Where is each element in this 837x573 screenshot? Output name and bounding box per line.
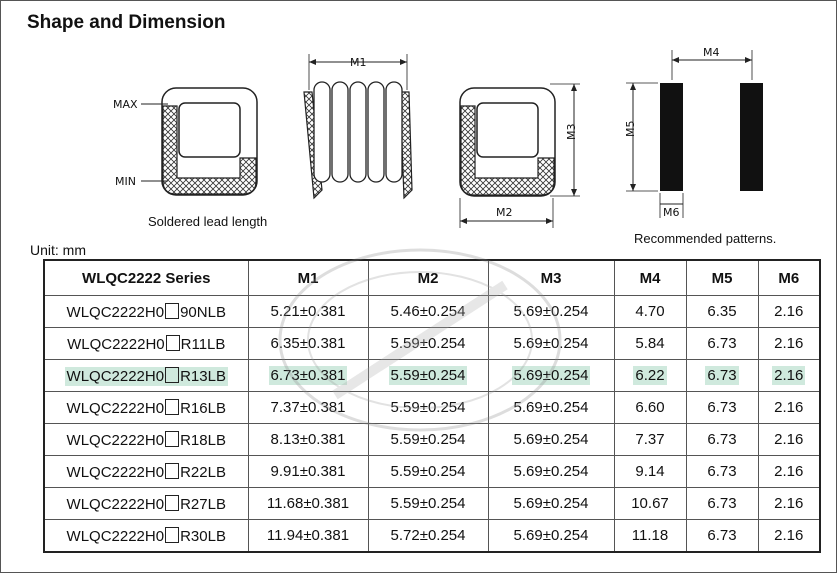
m6-label: M6 <box>663 206 680 219</box>
page-title: Shape and Dimension <box>27 12 226 33</box>
cell-m6: 2.16 <box>757 327 821 360</box>
cell-m1: 7.37±0.381 <box>247 391 369 424</box>
coil-front-view: M3 M2 <box>459 83 580 228</box>
dimension-table: WLQC2222 Series M1 M2 M3 M4 M5 M6 WLQC22… <box>43 259 821 553</box>
header-m3: M3 <box>487 259 615 296</box>
cell-m1: 8.13±0.381 <box>247 423 369 456</box>
cell-m2: 5.59±0.254 <box>367 423 489 456</box>
placeholder-box-icon <box>165 430 180 447</box>
table-row: WLQC2222H0 90NLB 5.21±0.381 5.46±0.254 5.69±… <box>43 295 821 328</box>
cell-m3: 5.69±0.254 <box>487 519 615 553</box>
cell-m4: 4.70 <box>613 295 687 328</box>
cell-m2: 5.59±0.254 <box>367 391 489 424</box>
lead-length-caption: Soldered lead length <box>148 214 268 229</box>
cell-m4: 11.18 <box>613 519 687 553</box>
cell-m1: 6.35±0.381 <box>247 327 369 360</box>
table-row: WLQC2222H0 R13LB 6.73±0.381 5.59±0.254 5.69±… <box>43 359 821 392</box>
table-row: WLQC2222H0 R27LB 11.68±0.381 5.59±0.254 5.69… <box>43 487 821 520</box>
cell-m2: 5.72±0.254 <box>367 519 489 553</box>
cell-m2: 5.59±0.254 <box>367 327 489 360</box>
cell-m4: 6.22 <box>613 359 687 392</box>
cell-m6: 2.16 <box>757 295 821 328</box>
lead-length-diagram: MAX MIN <box>113 87 258 196</box>
header-m5: M5 <box>685 259 759 296</box>
cell-m4: 9.14 <box>613 455 687 488</box>
cell-m3: 5.69±0.254 <box>487 327 615 360</box>
part-number-cell: WLQC2222H0 R11LB <box>43 327 249 360</box>
cell-m4: 7.37 <box>613 423 687 456</box>
cell-m2: 5.59±0.254 <box>367 359 489 392</box>
cell-m4: 6.60 <box>613 391 687 424</box>
placeholder-box-icon <box>165 526 180 543</box>
cell-m5: 6.73 <box>685 487 759 520</box>
placeholder-box-icon <box>165 462 180 479</box>
cell-m5: 6.35 <box>685 295 759 328</box>
part-number-cell: WLQC2222H0 R13LB <box>43 359 249 392</box>
max-label: MAX <box>113 98 138 111</box>
placeholder-box-icon <box>165 494 180 511</box>
pattern-caption: Recommended patterns. <box>634 231 777 246</box>
cell-m3: 5.69±0.254 <box>487 487 615 520</box>
cell-m5: 6.73 <box>685 359 759 392</box>
table-row: WLQC2222H0 R30LB 11.94±0.381 5.72±0.254 5.69… <box>43 519 821 553</box>
cell-m5: 6.73 <box>685 423 759 456</box>
m3-label: M3 <box>565 124 578 141</box>
header-m2: M2 <box>367 259 489 296</box>
recommended-pattern-diagram: M4 M5 M6 <box>624 46 763 219</box>
part-number-cell: WLQC2222H0 R22LB <box>43 455 249 488</box>
cell-m4: 5.84 <box>613 327 687 360</box>
header-series: WLQC2222 Series <box>43 259 249 296</box>
part-number-cell: WLQC2222H0 R18LB <box>43 423 249 456</box>
dimension-diagrams: MAX MIN M1 M3 M2 <box>113 46 763 228</box>
header-m4: M4 <box>613 259 687 296</box>
placeholder-box-icon <box>165 366 180 383</box>
table-row: WLQC2222H0 R18LB 8.13±0.381 5.59±0.254 5.69±… <box>43 423 821 456</box>
table-header-row: WLQC2222 Series M1 M2 M3 M4 M5 M6 <box>43 259 821 296</box>
cell-m1: 6.73±0.381 <box>247 359 369 392</box>
cell-m1: 11.68±0.381 <box>247 487 369 520</box>
part-number-cell: WLQC2222H0 R30LB <box>43 519 249 553</box>
cell-m6: 2.16 <box>757 359 821 392</box>
m4-label: M4 <box>703 46 720 59</box>
cell-m5: 6.73 <box>685 327 759 360</box>
cell-m6: 2.16 <box>757 423 821 456</box>
cell-m6: 2.16 <box>757 487 821 520</box>
cell-m2: 5.59±0.254 <box>367 455 489 488</box>
cell-m6: 2.16 <box>757 519 821 553</box>
part-number-cell: WLQC2222H0 R27LB <box>43 487 249 520</box>
cell-m6: 2.16 <box>757 455 821 488</box>
table-row: WLQC2222H0 R22LB 9.91±0.381 5.59±0.254 5.69±… <box>43 455 821 488</box>
cell-m3: 5.69±0.254 <box>487 391 615 424</box>
m5-label: M5 <box>624 121 637 138</box>
placeholder-box-icon <box>165 398 180 415</box>
cell-m5: 6.73 <box>685 391 759 424</box>
cell-m3: 5.69±0.254 <box>487 455 615 488</box>
table-row: WLQC2222H0 R16LB 7.37±0.381 5.59±0.254 5.69±… <box>43 391 821 424</box>
cell-m1: 11.94±0.381 <box>247 519 369 553</box>
cell-m1: 5.21±0.381 <box>247 295 369 328</box>
table-row: WLQC2222H0 R11LB 6.35±0.381 5.59±0.254 5.69±… <box>43 327 821 360</box>
cell-m3: 5.69±0.254 <box>487 295 615 328</box>
cell-m2: 5.59±0.254 <box>367 487 489 520</box>
coil-side-view: M1 <box>303 54 413 200</box>
cell-m5: 6.73 <box>685 455 759 488</box>
unit-label: Unit: mm <box>30 242 86 258</box>
m2-label: M2 <box>496 206 513 219</box>
cell-m3: 5.69±0.254 <box>487 359 615 392</box>
cell-m3: 5.69±0.254 <box>487 423 615 456</box>
header-m1: M1 <box>247 259 369 296</box>
header-m6: M6 <box>757 259 821 296</box>
cell-m4: 10.67 <box>613 487 687 520</box>
placeholder-box-icon <box>165 302 180 319</box>
cell-m2: 5.46±0.254 <box>367 295 489 328</box>
cell-m6: 2.16 <box>757 391 821 424</box>
cell-m5: 6.73 <box>685 519 759 553</box>
cell-m1: 9.91±0.381 <box>247 455 369 488</box>
placeholder-box-icon <box>165 334 180 351</box>
min-label: MIN <box>115 175 136 188</box>
part-number-cell: WLQC2222H0 90NLB <box>43 295 249 328</box>
m1-label: M1 <box>350 56 367 69</box>
part-number-cell: WLQC2222H0 R16LB <box>43 391 249 424</box>
